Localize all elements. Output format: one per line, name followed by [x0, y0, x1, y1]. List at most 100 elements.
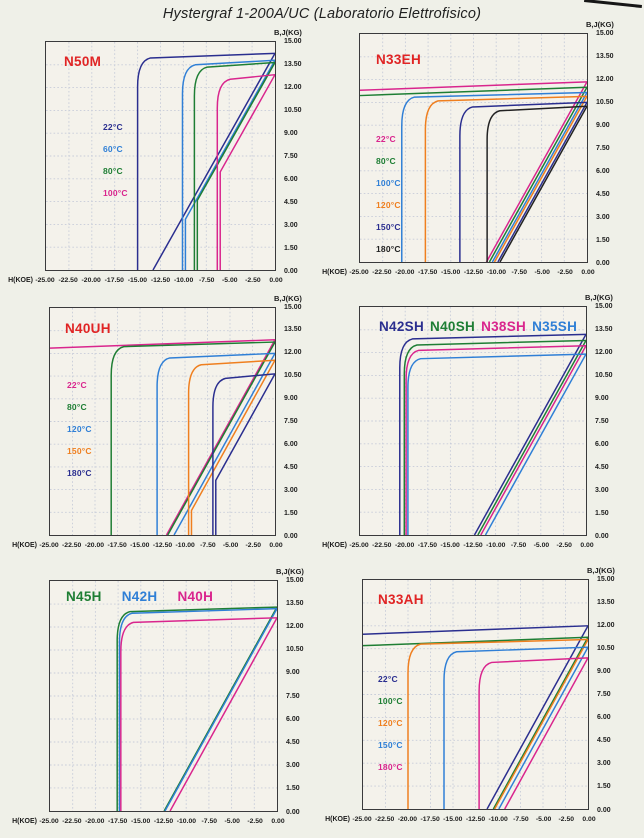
x-tick: -20.00 — [81, 277, 101, 284]
plot-canvas-SH-grades — [360, 307, 586, 535]
y-tick: 3.00 — [597, 760, 611, 768]
curve-b-N33AH-120°C — [493, 639, 588, 809]
x-tick: -20.00 — [395, 269, 415, 276]
x-axis-title-N40UH: H(KOE) — [12, 542, 37, 549]
curve-b-N33EH-22°C — [485, 81, 587, 262]
x-tick: -25.00 — [352, 816, 372, 823]
curve-j-N33AH-100°C — [363, 636, 588, 647]
grade-label-N33EH: N33EH — [376, 52, 422, 67]
y-tick: 9.00 — [286, 669, 300, 677]
x-tick: -10.00 — [486, 269, 507, 276]
x-tick: 0.00 — [269, 277, 283, 284]
y-tick: 12.00 — [596, 75, 614, 83]
grade-labels-SH-grades: N42SH N40SH N38SH N35SH — [379, 319, 577, 334]
x-tick: -25.00 — [39, 818, 59, 825]
grade-labels-N33AH: N33AH — [378, 592, 424, 607]
y-tick: 4.50 — [597, 737, 611, 745]
x-tick: -5.00 — [222, 277, 238, 284]
legend-item-22°C: 22°C — [103, 122, 123, 132]
y-tick: 10.50 — [596, 98, 614, 106]
legend-item-22°C: 22°C — [67, 380, 87, 390]
legend-item-150°C: 150°C — [378, 740, 403, 750]
curve-j-N33AH-22°C — [363, 625, 588, 635]
x-tick: -5.00 — [222, 542, 239, 549]
y-tick: 0.00 — [597, 806, 611, 814]
page-title: Hystergraf 1-200A/UC (Laboratorio Elettr… — [162, 6, 482, 22]
x-tick: -10.00 — [176, 818, 197, 825]
x-tick: -22.50 — [375, 816, 395, 823]
x-tick: -22.50 — [62, 818, 82, 825]
x-tick: -20.00 — [84, 542, 105, 549]
x-tick: -2.50 — [245, 542, 262, 549]
grade-label-N38SH: N38SH — [481, 319, 527, 334]
curve-j-N50M-60°C — [181, 59, 275, 270]
curve-j-N50M-22°C — [136, 52, 275, 270]
plot-SH-grades: N42SH N40SH N38SH N35SH — [359, 306, 587, 536]
legend-item-150°C: 150°C — [67, 446, 92, 456]
curve-j-N33AH-120°C — [407, 638, 588, 809]
curve-j-N40UH-120°C — [156, 352, 275, 535]
x-tick: -15.00 — [440, 269, 461, 276]
grade-label-N35SH: N35SH — [532, 319, 578, 334]
curve-b-SH-grades-N38SH — [480, 345, 586, 535]
grade-labels-N33EH: N33EH — [376, 52, 421, 67]
curve-j-N50M-100°C — [216, 73, 275, 270]
legend-item-80°C: 80°C — [376, 156, 396, 166]
y-tick: 3.00 — [286, 762, 300, 770]
x-tick: 0.00 — [580, 542, 594, 549]
curve-b-N33EH-120°C — [493, 95, 587, 262]
grade-label-N42SH: N42SH — [379, 319, 425, 334]
y-tick: 1.50 — [596, 236, 610, 244]
y-tick: 7.50 — [597, 691, 611, 698]
plot-N40UH: N40UH 22°C 80°C 120°C 150°C 180°C — [49, 307, 276, 536]
x-tick: -7.50 — [200, 542, 216, 549]
y-tick: 12.00 — [284, 83, 302, 91]
y-tick: 6.00 — [286, 715, 300, 723]
curve-j-H-grades-N42H — [118, 607, 277, 811]
x-tick: -7.50 — [513, 816, 529, 823]
grade-label-N33AH: N33AH — [378, 592, 424, 607]
y-tick: 7.50 — [596, 144, 610, 152]
curve-b-N40UH-150°C — [190, 359, 275, 535]
legend-item-120°C: 120°C — [67, 424, 92, 434]
x-tick: -2.50 — [245, 277, 261, 284]
legend-item-180°C: 180°C — [376, 244, 401, 254]
y-tick: 1.50 — [286, 785, 300, 793]
y-tick: 3.00 — [284, 221, 298, 229]
y-tick: 13.50 — [284, 326, 302, 334]
y-tick: 13.50 — [284, 60, 302, 68]
x-axis-title-N50M: H(KOE) — [8, 277, 33, 284]
curve-j-N33AH-180°C — [478, 657, 588, 809]
x-tick: -10.00 — [173, 277, 194, 284]
grade-labels-N40UH: N40UH — [65, 321, 111, 336]
grade-label-N45H: N45H — [66, 589, 102, 604]
plot-canvas-N33EH — [360, 34, 587, 262]
curve-b-N40UH-180°C — [215, 373, 275, 535]
x-tick: -10.00 — [486, 542, 506, 549]
y-tick: 1.50 — [597, 783, 611, 791]
legend-N33AH: 22°C 100°C 120°C 150°C 180°C — [378, 668, 403, 778]
curve-b-N40UH-22°C — [165, 339, 275, 535]
plot-canvas-N33AH — [363, 580, 588, 809]
grade-label-N40SH: N40SH — [430, 319, 476, 334]
legend-item-150°C: 150°C — [376, 222, 401, 232]
x-tick: -7.50 — [510, 542, 527, 549]
y-tick: 12.00 — [286, 622, 304, 630]
y-tick: 15.00 — [596, 29, 614, 37]
x-tick: -2.50 — [558, 816, 575, 823]
x-tick: -5.00 — [224, 818, 240, 825]
legend-N33EH: 22°C 80°C 100°C 120°C 150°C 180°C — [376, 128, 401, 260]
curve-j-N40UH-180°C — [212, 373, 275, 535]
x-tick: -2.50 — [557, 269, 573, 276]
y-tick: 4.50 — [284, 463, 298, 471]
y-tick: 4.50 — [596, 190, 610, 198]
x-tick: 0.00 — [581, 269, 595, 276]
plot-canvas-N40UH — [50, 308, 275, 535]
y-tick: 6.00 — [596, 167, 610, 175]
x-tick: -17.50 — [418, 269, 438, 276]
curve-j-N40UH-22°C — [50, 339, 275, 349]
x-tick: -15.00 — [130, 542, 150, 549]
y-tick: 9.00 — [596, 121, 610, 129]
y-tick: 10.50 — [597, 644, 615, 652]
curve-j-SH-grades-N38SH — [405, 345, 586, 535]
